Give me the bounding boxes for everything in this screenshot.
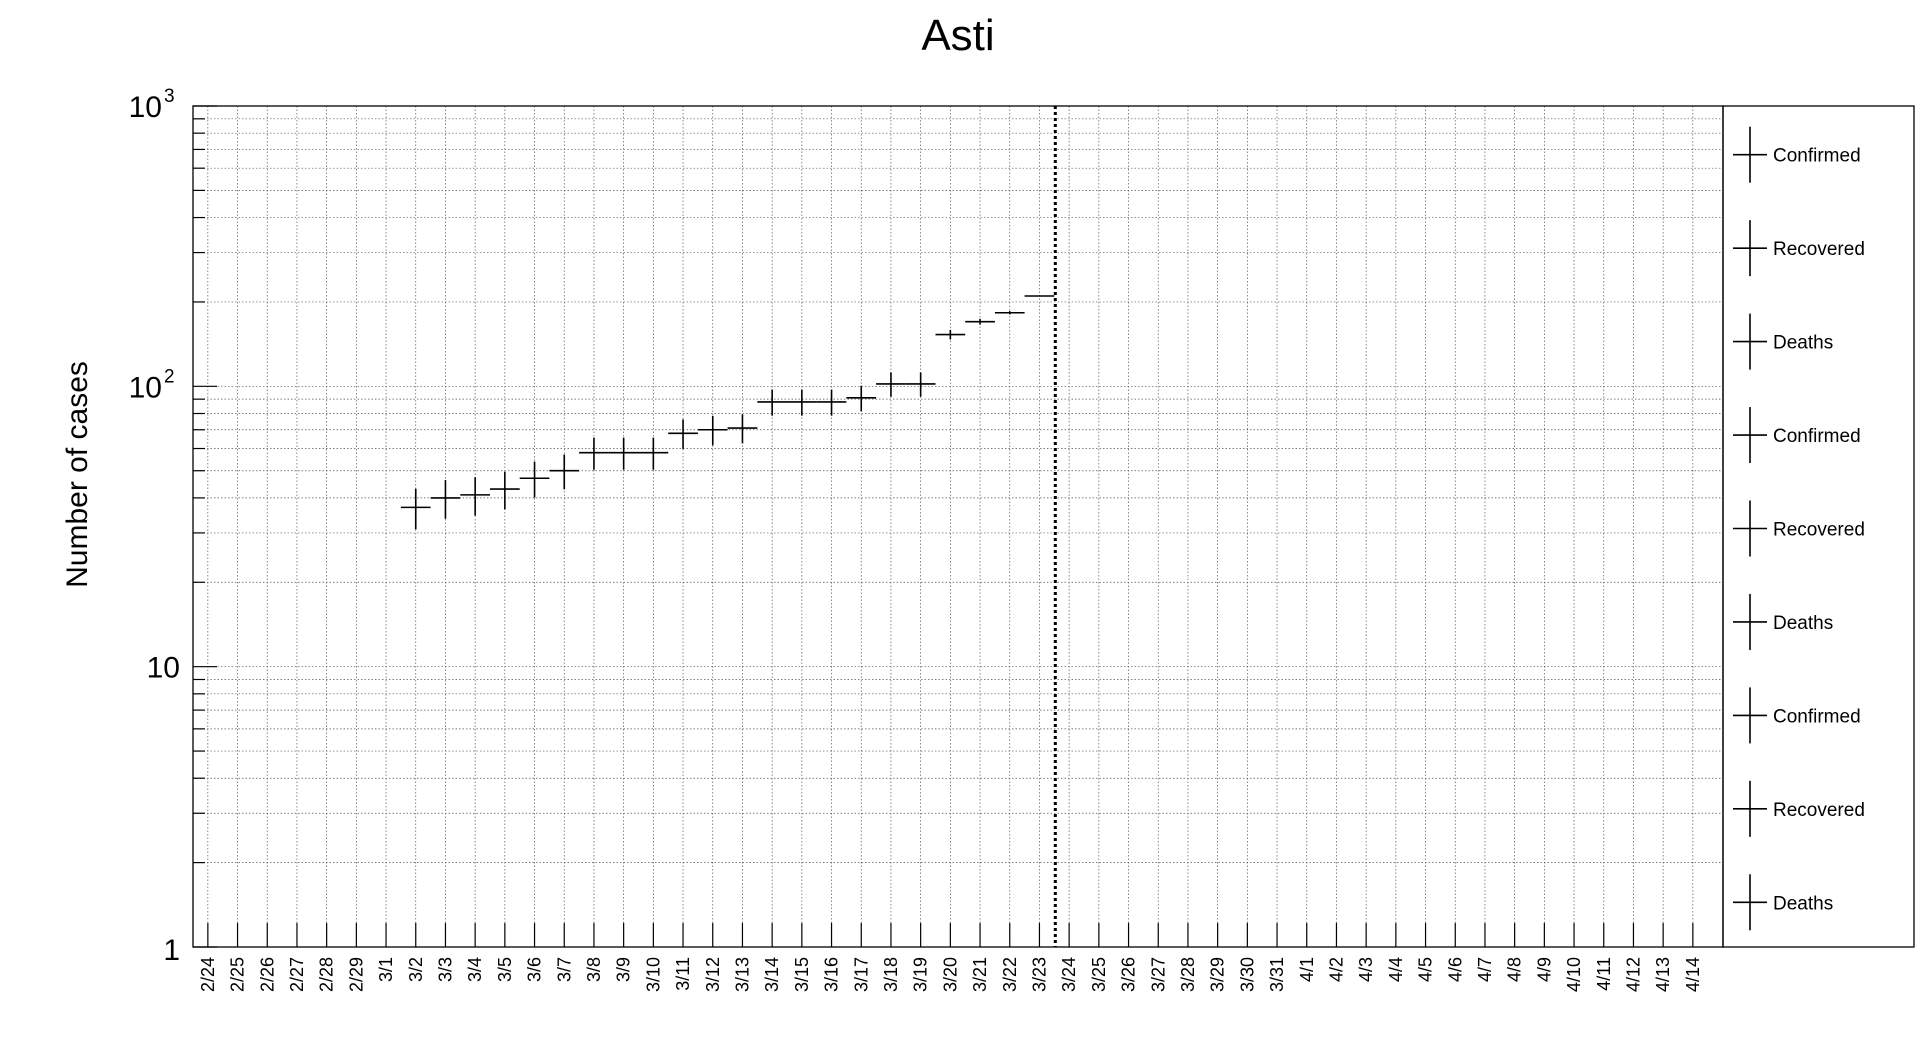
x-tick-label: 4/12 (1623, 957, 1643, 992)
legend-box (1722, 105, 1915, 948)
x-tick-label: 3/1 (376, 957, 396, 982)
legend-label: Deaths (1773, 613, 1833, 634)
x-tick-label: 3/8 (584, 957, 604, 982)
x-tick-label: 3/24 (1059, 957, 1079, 992)
y-tick-label: 10 (129, 91, 162, 124)
legend-label: Confirmed (1773, 146, 1861, 167)
x-tick-label: 3/28 (1178, 957, 1198, 992)
x-tick-label: 4/1 (1297, 957, 1317, 982)
x-tick-label: 3/11 (673, 957, 693, 991)
x-tick-label: 3/19 (911, 957, 931, 992)
x-tick-label: 3/10 (643, 957, 663, 992)
y-tick-label: 10 (129, 371, 162, 404)
x-tick-label: 3/27 (1148, 957, 1168, 992)
x-tick-label: 3/2 (406, 957, 426, 982)
y-axis-label: Number of cases (61, 361, 94, 588)
x-tick-label: 2/26 (257, 957, 277, 992)
x-tick-label: 4/5 (1416, 957, 1436, 982)
legend-label: Recovered (1773, 800, 1865, 821)
x-tick-label: 4/11 (1594, 957, 1614, 991)
legend-label: Deaths (1773, 893, 1833, 914)
x-axis: 2/24 2/25 2/26 2/27 2/28 2/29 3/1 3/2 3/3 3/4 3/5 3… (198, 923, 1703, 992)
x-tick-label: 2/27 (287, 957, 307, 992)
chart-title: Asti (921, 11, 994, 60)
x-tick-label: 3/7 (554, 957, 574, 982)
y-tick-label: 10 (147, 652, 180, 685)
y-tick-label: 1 (163, 934, 180, 967)
x-tick-label: 2/29 (346, 957, 366, 992)
x-tick-label: 3/16 (822, 957, 842, 992)
legend-label: Deaths (1773, 333, 1833, 354)
x-tick-label: 3/13 (732, 957, 752, 992)
x-tick-label: 2/25 (228, 957, 248, 992)
y-tick-label-exponent: 3 (164, 86, 175, 107)
data-points (400, 295, 1055, 530)
legend-label: Confirmed (1773, 426, 1861, 447)
x-tick-label: 3/22 (1000, 957, 1020, 992)
x-tick-label: 3/12 (703, 957, 723, 992)
x-tick-label: 4/6 (1445, 957, 1465, 982)
x-tick-label: 4/9 (1534, 957, 1554, 982)
legend: Confirmed Recovered Deaths Confirmed Recover… (1722, 105, 1915, 948)
x-tick-label: 4/3 (1356, 957, 1376, 982)
x-tick-label: 3/17 (851, 957, 871, 992)
x-tick-label: 3/30 (1237, 957, 1257, 992)
x-tick-label: 4/4 (1386, 957, 1406, 982)
legend-label: Recovered (1773, 520, 1865, 541)
x-tick-label: 3/26 (1119, 957, 1139, 992)
legend-label: Confirmed (1773, 706, 1861, 727)
x-tick-label: 4/13 (1653, 957, 1673, 992)
x-tick-label: 3/20 (940, 957, 960, 992)
x-tick-label: 3/5 (495, 957, 515, 982)
x-tick-label: 4/2 (1326, 957, 1346, 982)
x-tick-label: 3/21 (970, 957, 990, 992)
x-tick-label: 3/29 (1208, 957, 1228, 992)
x-tick-label: 4/14 (1683, 957, 1703, 992)
grid (193, 106, 1723, 947)
x-tick-label: 4/8 (1505, 957, 1525, 982)
x-tick-label: 3/4 (465, 957, 485, 982)
x-tick-label: 4/10 (1564, 957, 1584, 992)
x-tick-label: 3/25 (1089, 957, 1109, 992)
x-tick-label: 3/14 (762, 957, 782, 992)
x-tick-label: 2/28 (317, 957, 337, 992)
x-tick-label: 2/24 (198, 957, 218, 992)
x-tick-label: 4/7 (1475, 957, 1495, 982)
legend-label: Recovered (1773, 239, 1865, 260)
y-tick-label-exponent: 2 (164, 366, 175, 387)
plot-frame (192, 105, 1724, 948)
x-tick-label: 3/18 (881, 957, 901, 992)
x-tick-label: 3/9 (614, 957, 634, 982)
x-tick-label: 3/23 (1029, 957, 1049, 992)
x-tick-label: 3/3 (435, 957, 455, 982)
x-tick-label: 3/15 (792, 957, 812, 992)
x-tick-label: 3/6 (525, 957, 545, 982)
x-tick-label: 3/31 (1267, 957, 1287, 992)
